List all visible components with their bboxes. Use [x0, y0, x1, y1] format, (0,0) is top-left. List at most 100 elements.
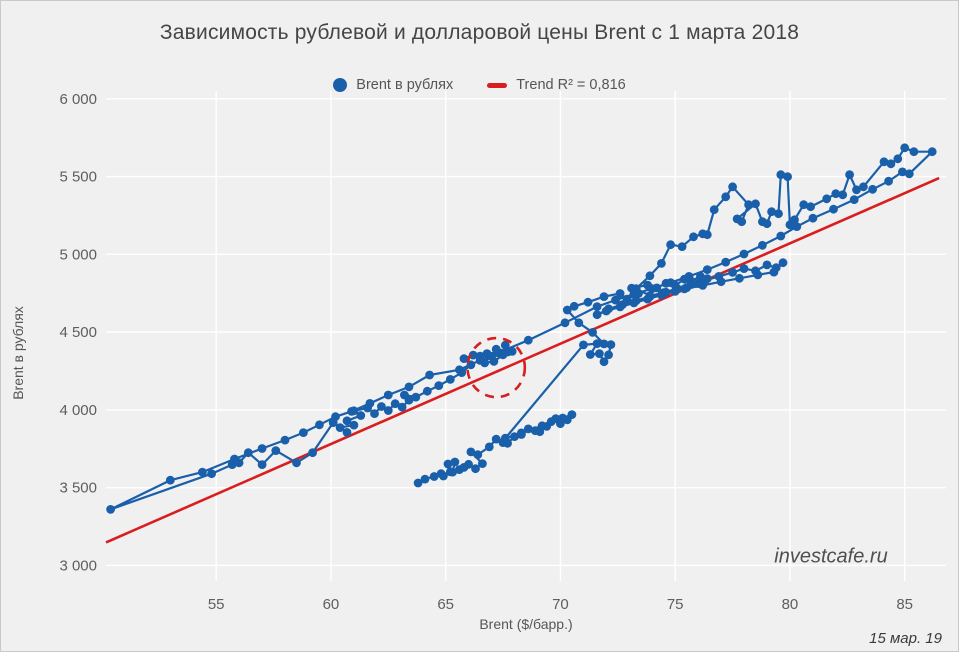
data-point: [776, 231, 786, 241]
data-point: [292, 458, 301, 468]
x-axis-title: Brent ($/барр.): [479, 616, 573, 632]
data-point: [464, 459, 473, 469]
x-tick-label: 80: [782, 596, 799, 613]
data-point: [523, 424, 533, 434]
data-point: [349, 406, 359, 416]
data-point: [480, 358, 490, 368]
y-tick-label: 6 000: [59, 91, 97, 108]
data-point: [466, 447, 476, 457]
data-point: [457, 368, 467, 377]
data-point: [411, 392, 421, 402]
data-point: [615, 289, 625, 298]
data-point: [165, 475, 175, 485]
data-point: [429, 472, 439, 481]
data-point: [592, 339, 602, 348]
data-point: [299, 428, 308, 437]
data-point: [198, 467, 207, 477]
data-point: [383, 406, 393, 415]
data-point: [558, 413, 568, 423]
data-point: [689, 232, 698, 242]
data-point: [684, 272, 694, 281]
data-point: [698, 281, 708, 290]
data-point: [904, 169, 914, 179]
data-point: [645, 271, 655, 281]
trend-line: [105, 176, 940, 544]
data-point: [606, 340, 616, 349]
data-point: [618, 300, 627, 310]
x-tick-label: 85: [896, 596, 913, 613]
data-point: [751, 199, 760, 209]
data-point: [390, 399, 400, 409]
data-point: [702, 265, 712, 274]
data-point: [445, 375, 455, 384]
data-point: [507, 347, 517, 356]
data-point: [562, 305, 572, 315]
data-point: [315, 420, 324, 430]
data-point: [207, 469, 217, 479]
data-point: [822, 194, 832, 204]
data-point: [927, 147, 937, 157]
data-point: [567, 410, 577, 419]
data-point: [831, 189, 841, 199]
data-point: [673, 284, 682, 293]
data-point: [604, 304, 613, 314]
data-point: [422, 386, 432, 396]
data-point: [599, 357, 609, 367]
data-point: [280, 435, 290, 445]
data-point: [599, 292, 609, 301]
data-point: [560, 318, 570, 328]
legend-item-series: Brent в рублях: [333, 77, 453, 93]
data-point: [377, 402, 386, 411]
data-point: [783, 172, 792, 182]
data-point: [762, 219, 772, 229]
data-point: [537, 421, 547, 431]
data-point: [473, 450, 483, 460]
data-point: [666, 240, 675, 250]
data-point: [234, 458, 244, 468]
data-point: [849, 195, 859, 205]
x-tick-label: 55: [208, 596, 225, 613]
data-point: [884, 176, 893, 186]
data-point: [500, 340, 510, 350]
data-point: [468, 350, 478, 360]
y-tick-label: 3 000: [59, 557, 97, 574]
data-point: [604, 350, 613, 360]
data-point: [397, 402, 407, 412]
data-point: [829, 204, 838, 214]
data-point: [588, 328, 597, 337]
data-point: [227, 460, 237, 469]
data-point: [349, 420, 359, 430]
data-point: [585, 350, 595, 359]
data-point: [517, 428, 526, 438]
data-point: [900, 143, 910, 153]
date-stamp: 15 мар. 19: [869, 630, 942, 647]
data-point: [335, 423, 345, 432]
data-point: [792, 222, 802, 232]
data-point: [758, 240, 767, 250]
y-tick-label: 5 500: [59, 169, 97, 186]
data-point: [448, 467, 457, 477]
y-axis-title: Brent в рублях: [10, 306, 26, 400]
data-point: [592, 310, 602, 320]
data-point: [886, 159, 896, 169]
data-point: [735, 273, 744, 283]
data-point: [778, 258, 788, 268]
data-point: [739, 264, 749, 273]
data-point: [879, 157, 889, 167]
watermark: investcafe.ru: [774, 545, 888, 568]
data-point: [484, 442, 494, 452]
data-point: [808, 213, 818, 223]
legend-item-trend: Trend R² = 0,816: [487, 77, 626, 93]
data-point: [478, 459, 487, 468]
data-point: [439, 471, 448, 481]
data-point: [645, 291, 655, 301]
data-point: [404, 382, 414, 392]
data-point: [774, 209, 783, 219]
data-point: [721, 257, 731, 267]
data-point: [661, 287, 671, 297]
data-point: [709, 205, 719, 215]
highlight-circle-annotation: [466, 336, 527, 399]
data-point: [647, 284, 657, 293]
